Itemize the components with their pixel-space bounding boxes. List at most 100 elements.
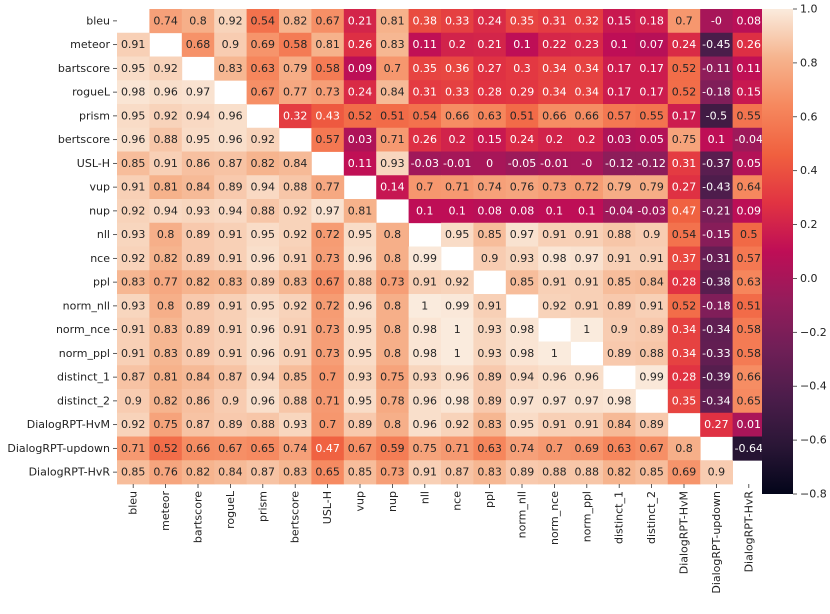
heatmap-cell	[538, 341, 571, 366]
heatmap-value-label: 0.96	[445, 371, 470, 384]
heatmap-cell	[279, 341, 312, 366]
heatmap-value-label: 0.35	[672, 394, 697, 407]
heatmap-cell	[732, 389, 766, 414]
heatmap-value-label: 0.24	[510, 133, 535, 146]
heatmap-value-label: -0.04	[735, 133, 763, 146]
heatmap-value-label: 0.94	[510, 371, 535, 384]
heatmap-value-label: 0.47	[315, 442, 340, 455]
heatmap-value-label: 0.94	[186, 109, 211, 122]
x-tick-label: norm_ppl	[580, 491, 593, 542]
heatmap-cell	[376, 341, 409, 366]
heatmap-value-label: 0.26	[348, 38, 373, 51]
heatmap-value-label: 1	[421, 299, 428, 312]
heatmap-value-label: 0.31	[413, 86, 438, 99]
heatmap-cell	[603, 246, 636, 271]
heatmap-cell	[376, 412, 409, 437]
y-tick-label: bartscore	[58, 62, 110, 75]
heatmap-cell	[635, 127, 669, 152]
heatmap-cell	[408, 270, 442, 295]
heatmap-value-label: 0.82	[283, 14, 308, 27]
heatmap-value-label: 0.91	[218, 228, 243, 241]
heatmap-value-label: 0.92	[153, 62, 178, 75]
heatmap-cell	[408, 199, 442, 224]
heatmap-value-label: 0.73	[542, 181, 567, 194]
heatmap-value-label: 1	[551, 347, 558, 360]
heatmap-cell	[441, 365, 474, 390]
heatmap-cell	[732, 436, 766, 461]
heatmap-cell	[311, 317, 345, 342]
heatmap-cell	[311, 294, 345, 319]
heatmap-value-label: 0.9	[481, 252, 499, 265]
heatmap-value-label: 0.58	[315, 62, 340, 75]
heatmap-cell	[408, 151, 442, 176]
heatmap-cell	[505, 460, 539, 485]
heatmap-value-label: 0.55	[639, 109, 664, 122]
heatmap-cell	[505, 436, 539, 461]
heatmap-cell	[376, 294, 409, 319]
heatmap-value-label: 0.96	[348, 252, 373, 265]
heatmap-value-label: 0.74	[477, 181, 502, 194]
heatmap-cell	[441, 56, 474, 81]
heatmap-value-label: 0.21	[348, 14, 373, 27]
y-tick-label: DialogRPT-HvM	[27, 418, 110, 431]
heatmap-cell	[505, 365, 539, 390]
heatmap-cell	[343, 199, 377, 224]
heatmap-cell	[667, 270, 701, 295]
heatmap-value-label: -0.11	[702, 62, 730, 75]
heatmap-cell	[603, 175, 636, 200]
heatmap-value-label: 0.86	[186, 394, 211, 407]
heatmap-value-label: 0.1	[448, 204, 466, 217]
heatmap-cell	[376, 56, 409, 81]
heatmap-cell	[343, 317, 377, 342]
heatmap-value-label: 0.98	[413, 323, 438, 336]
heatmap-cell	[635, 270, 669, 295]
heatmap-cell	[117, 436, 150, 461]
heatmap-value-label: 0.7	[416, 181, 434, 194]
heatmap-value-label: 0.58	[737, 347, 762, 360]
heatmap-value-label: -0.37	[702, 157, 730, 170]
heatmap-value-label: 0.52	[672, 86, 697, 99]
heatmap-cell	[667, 436, 701, 461]
heatmap-cell	[473, 104, 507, 129]
heatmap-cell	[279, 32, 312, 57]
heatmap-cell	[343, 32, 377, 57]
heatmap-cell	[441, 80, 474, 105]
heatmap-value-label: 1	[454, 347, 461, 360]
heatmap-cell	[505, 127, 539, 152]
heatmap-cell	[603, 222, 636, 247]
heatmap-cell	[635, 460, 669, 485]
heatmap-value-label: 0.27	[477, 62, 502, 75]
heatmap-cell	[246, 9, 280, 34]
y-tick-label: distinct_1	[57, 371, 110, 384]
heatmap-cell	[700, 270, 733, 295]
heatmap-value-label: 0.92	[153, 109, 178, 122]
heatmap-cell	[603, 389, 636, 414]
heatmap-value-label: -0.03	[637, 204, 665, 217]
heatmap-cell	[214, 412, 247, 437]
heatmap-value-label: -0.05	[508, 157, 536, 170]
heatmap-cell	[376, 32, 409, 57]
heatmap-cell	[246, 460, 280, 485]
heatmap-cell	[214, 246, 247, 271]
heatmap-value-label: 0.36	[445, 62, 470, 75]
heatmap-cell	[408, 80, 442, 105]
heatmap-value-label: 0.84	[380, 86, 405, 99]
heatmap-value-label: 0.58	[737, 323, 762, 336]
heatmap-cell	[603, 80, 636, 105]
heatmap-value-label: 0.8	[384, 418, 402, 431]
heatmap-value-label: 0.11	[413, 38, 438, 51]
heatmap-cell	[246, 32, 280, 57]
heatmap-value-label: 0.96	[348, 299, 373, 312]
heatmap-cell	[603, 460, 636, 485]
heatmap-cell	[117, 104, 150, 129]
x-tick-label: ppl	[483, 491, 496, 508]
heatmap-value-label: 0.99	[639, 371, 664, 384]
heatmap-value-label: 0.63	[477, 109, 502, 122]
heatmap-cell	[538, 9, 571, 34]
heatmap-value-label: 0.92	[121, 204, 146, 217]
heatmap-value-label: 0.59	[380, 442, 405, 455]
heatmap-value-label: 0.89	[348, 418, 373, 431]
heatmap-cell	[343, 365, 377, 390]
heatmap-cell	[570, 412, 604, 437]
